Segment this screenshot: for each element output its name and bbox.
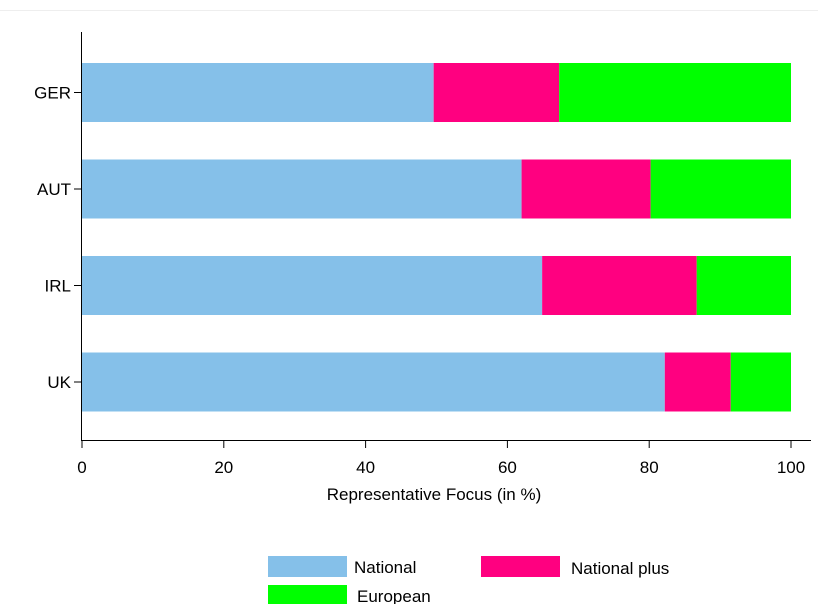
bar-ger-national (82, 63, 434, 122)
bar-aut-national (82, 159, 522, 219)
legend-swatch-national-plus (481, 556, 560, 577)
bars-group (82, 63, 791, 412)
x-ticks-group: 0 20 40 60 80 100 (77, 441, 805, 477)
bar-irl-national (82, 256, 543, 315)
legend-label-national: National (354, 558, 416, 577)
x-tick-label-80: 80 (640, 458, 659, 477)
bar-uk-european (730, 352, 791, 412)
x-tick-label-40: 40 (356, 458, 375, 477)
x-tick-label-20: 20 (214, 458, 233, 477)
y-tick-label-uk: UK (47, 373, 71, 392)
bar-irl-european (696, 256, 791, 315)
y-tick-label-ger: GER (34, 84, 71, 103)
y-tick-label-irl: IRL (45, 277, 71, 296)
x-tick-label-0: 0 (77, 458, 86, 477)
legend-label-national-plus: National plus (571, 559, 669, 578)
bar-aut-national-plus (521, 159, 651, 219)
legend-swatch-european (268, 585, 347, 604)
legend: National National plus European (268, 556, 669, 604)
y-ticks-group: GER AUT IRL UK (34, 84, 81, 392)
bar-irl-national-plus (542, 256, 697, 315)
legend-swatch-national (268, 556, 347, 577)
x-axis-title: Representative Focus (in %) (327, 485, 541, 504)
bar-ger-european (559, 63, 791, 122)
legend-label-european: European (357, 587, 431, 604)
bar-aut-european (650, 159, 791, 219)
bar-uk-national-plus (664, 352, 731, 412)
bar-ger-national-plus (433, 63, 560, 122)
bar-uk-national (82, 352, 665, 412)
x-tick-label-100: 100 (777, 458, 805, 477)
y-tick-label-aut: AUT (37, 180, 71, 199)
x-tick-label-60: 60 (498, 458, 517, 477)
